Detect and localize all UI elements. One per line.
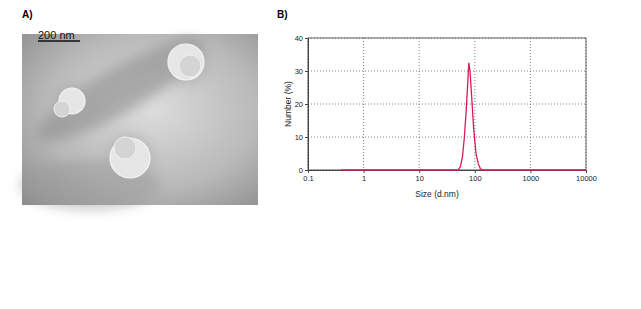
tick: 1000 bbox=[523, 170, 540, 183]
vesicle bbox=[168, 44, 204, 80]
tick: 20 bbox=[295, 100, 308, 109]
panel-label: B) bbox=[277, 9, 288, 20]
tick: 10 bbox=[295, 133, 308, 142]
panel-label: A) bbox=[22, 9, 33, 20]
plot-frame bbox=[308, 38, 586, 170]
vesicle-halo bbox=[107, 135, 153, 181]
dark-region bbox=[27, 23, 214, 156]
tick-mark bbox=[305, 38, 308, 39]
series bbox=[341, 63, 586, 170]
y-axis: 0 10 20 30 40 bbox=[295, 34, 309, 175]
tick: 10000 bbox=[576, 170, 597, 183]
vesicle-inner bbox=[179, 55, 201, 77]
tick: 0 bbox=[299, 166, 308, 175]
grid bbox=[308, 38, 586, 170]
tick-label: 30 bbox=[295, 67, 303, 76]
vesicle-inner bbox=[114, 137, 136, 159]
tick: 1 bbox=[362, 170, 366, 183]
tick: 0.1 bbox=[303, 170, 313, 183]
tick: 40 bbox=[295, 34, 308, 43]
tick-label: 0 bbox=[299, 166, 303, 175]
vesicle bbox=[110, 138, 150, 178]
tick-label: 20 bbox=[295, 100, 303, 109]
tick-label: 1000 bbox=[523, 174, 540, 183]
tick: 30 bbox=[295, 67, 308, 76]
tick-mark bbox=[475, 170, 476, 173]
tick: 10 bbox=[416, 170, 424, 183]
tick: 100 bbox=[469, 170, 482, 183]
x-axis-title: Size (d.nm) bbox=[415, 189, 459, 199]
chart: 0.1 1 10 100 1000 10000 0 10 20 30 40 Size (d.nm) Nu… bbox=[283, 34, 597, 199]
vesicle-halo bbox=[165, 41, 207, 83]
vesicle-inner bbox=[54, 101, 70, 117]
scale-bar-label: 200 nm bbox=[38, 29, 75, 41]
grid-line-x bbox=[363, 38, 364, 170]
tick-label: 10 bbox=[416, 174, 424, 183]
axis-line bbox=[309, 171, 587, 174]
grid-line-y bbox=[308, 104, 586, 105]
grid-line-y bbox=[308, 137, 586, 138]
grid-line-y bbox=[308, 71, 586, 72]
y-axis-title: Number (%) bbox=[283, 81, 293, 127]
tick-label: 100 bbox=[469, 174, 482, 183]
tick-label: 1 bbox=[362, 174, 366, 183]
tick-label: 40 bbox=[295, 34, 303, 43]
tick-mark bbox=[305, 137, 308, 138]
distribution-line bbox=[341, 63, 586, 170]
tick-label: 10 bbox=[295, 133, 303, 142]
tick-mark bbox=[586, 170, 587, 173]
tick-label: 10000 bbox=[576, 174, 597, 183]
tick-mark bbox=[305, 104, 308, 105]
micrograph: 200 nm bbox=[20, 23, 258, 210]
tick-mark bbox=[305, 71, 308, 72]
tick-mark bbox=[305, 170, 308, 171]
tick-label: 0.1 bbox=[303, 174, 313, 183]
axis-line bbox=[305, 39, 309, 171]
x-axis: 0.1 1 10 100 1000 10000 bbox=[303, 170, 597, 183]
